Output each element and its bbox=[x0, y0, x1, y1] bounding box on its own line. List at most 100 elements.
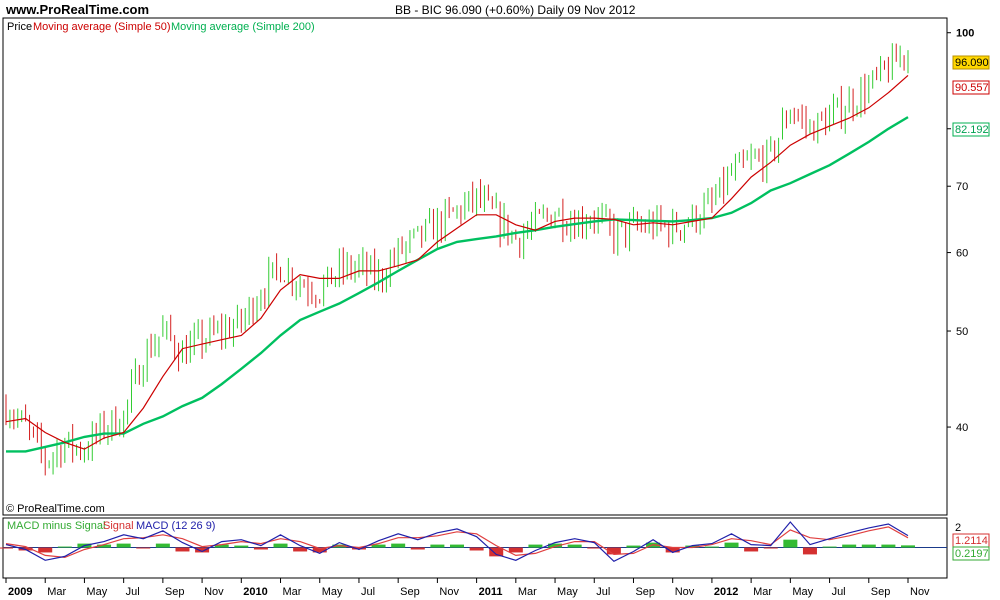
x-tick-label: Mar bbox=[518, 586, 537, 598]
macd-hist-bar bbox=[763, 547, 778, 549]
macd-hist-bar bbox=[489, 547, 504, 557]
macd-hist-bar bbox=[214, 544, 229, 548]
legend-ma200: Moving average (Simple 200) bbox=[171, 21, 315, 33]
macd-hist-bar bbox=[116, 543, 131, 548]
macd-hist-bar bbox=[155, 543, 170, 548]
x-tick-label: May bbox=[322, 586, 343, 598]
x-tick-label: 2012 bbox=[714, 586, 738, 598]
hist-value-box bbox=[952, 546, 990, 561]
macd-hist-bar bbox=[469, 547, 484, 551]
x-tick-label: Mar bbox=[47, 586, 66, 598]
hist-value-label: 0.2197 bbox=[955, 548, 989, 560]
signal-line bbox=[5, 526, 909, 559]
x-tick-label: May bbox=[86, 586, 107, 598]
macd-hist-bar bbox=[626, 545, 641, 548]
legend-macd-signal: Signal bbox=[103, 520, 134, 532]
macd-hist-bar bbox=[881, 544, 896, 548]
x-tick-label: Jul bbox=[832, 586, 846, 598]
macd-hist-bar bbox=[57, 546, 72, 548]
macd-axis-tick-2: 2 bbox=[955, 522, 961, 534]
x-tick-label: 2009 bbox=[8, 586, 32, 598]
x-tick-label: 2011 bbox=[479, 586, 503, 598]
macd-hist-bar bbox=[724, 542, 739, 548]
macd-hist-bar bbox=[430, 544, 445, 548]
macd-hist-bar bbox=[97, 544, 112, 548]
ma200-value-box bbox=[952, 122, 990, 137]
macd-hist-bar bbox=[273, 543, 288, 548]
macd-hist-bar bbox=[528, 544, 543, 548]
macd-hist-bar bbox=[351, 547, 366, 550]
macd-hist-bar bbox=[587, 547, 602, 549]
price-tick-label: 40 bbox=[956, 422, 968, 434]
macd-hist-bar bbox=[391, 543, 406, 548]
ma50-value-box bbox=[952, 80, 990, 95]
macd-hist-bar bbox=[508, 547, 523, 553]
macd-hist-bar bbox=[0, 547, 13, 549]
macd-hist-bar bbox=[410, 547, 425, 550]
macd-hist-bar bbox=[293, 547, 308, 552]
price-tick-label: 60 bbox=[956, 248, 968, 260]
x-tick-label: Nov bbox=[910, 586, 930, 598]
x-tick-label: Jul bbox=[596, 586, 610, 598]
x-tick-label: Nov bbox=[204, 586, 224, 598]
macd-value-label: 1.2114 bbox=[955, 535, 988, 547]
price-tick-label: 50 bbox=[956, 326, 968, 338]
ma200-value-label: 82.192 bbox=[955, 124, 989, 136]
macd-hist-bar bbox=[371, 544, 386, 548]
ma50-line bbox=[5, 74, 909, 450]
x-tick-label: Sep bbox=[165, 586, 185, 598]
price-tick-label: 100 bbox=[956, 28, 974, 40]
macd-hist-bar bbox=[312, 547, 327, 553]
axis-layer: 40506070801002009MarMayJulSepNov2010MarM… bbox=[5, 28, 974, 598]
ma50-value-label: 90.557 bbox=[955, 82, 989, 94]
x-tick-label: Nov bbox=[439, 586, 459, 598]
x-tick-label: Sep bbox=[400, 586, 420, 598]
macd-hist-bar bbox=[234, 545, 249, 548]
macd-hist-bar bbox=[842, 544, 857, 548]
x-tick-label: Mar bbox=[283, 586, 302, 598]
x-tick-label: Sep bbox=[871, 586, 891, 598]
copyright-label: © ProRealTime.com bbox=[6, 503, 105, 515]
macd-hist-bar bbox=[861, 544, 876, 548]
macd-line bbox=[5, 521, 909, 563]
legend-ma50: Moving average (Simple 50) bbox=[33, 21, 171, 33]
macd-hist-bar bbox=[822, 546, 837, 548]
macd-hist-bar bbox=[802, 547, 817, 555]
legend-price: Price bbox=[7, 21, 32, 33]
macd-hist-bar bbox=[567, 544, 582, 548]
x-tick-label: Sep bbox=[635, 586, 655, 598]
site-name[interactable]: www.ProRealTime.com bbox=[6, 2, 150, 17]
macd-hist-bar bbox=[38, 547, 53, 553]
legend-macd-line: MACD (12 26 9) bbox=[136, 520, 215, 532]
macd-hist-bar bbox=[606, 547, 621, 555]
x-tick-label: May bbox=[557, 586, 578, 598]
macd-hist-bar bbox=[901, 545, 915, 548]
macd-hist-bar bbox=[685, 545, 700, 548]
macd-hist-bar bbox=[704, 546, 719, 548]
chart-title: BB - BIC 96.090 (+0.60%) Daily 09 Nov 20… bbox=[395, 3, 636, 17]
macd-plot-layer bbox=[0, 521, 947, 563]
macd-hist-bar bbox=[744, 547, 759, 552]
x-tick-label: Jul bbox=[126, 586, 140, 598]
macd-hist-bar bbox=[253, 547, 268, 550]
price-plot-layer bbox=[5, 43, 909, 476]
x-tick-label: 2010 bbox=[243, 586, 267, 598]
header-bar: www.ProRealTime.com BB - BIC 96.090 (+0.… bbox=[0, 0, 1000, 18]
ma200-line bbox=[6, 116, 909, 453]
macd-hist-bar bbox=[175, 547, 190, 552]
legend-macd-hist: MACD minus Signal bbox=[7, 520, 105, 532]
price-tick-label: 70 bbox=[956, 181, 968, 193]
x-tick-label: Mar bbox=[753, 586, 772, 598]
price-panel-frame bbox=[2, 17, 948, 516]
x-tick-label: Jul bbox=[361, 586, 375, 598]
macd-hist-bar bbox=[450, 544, 464, 548]
macd-hist-bar bbox=[136, 547, 151, 549]
macd-hist-bar bbox=[548, 543, 563, 548]
last-price-label: 96.090 bbox=[955, 57, 989, 69]
macd-hist-bar bbox=[195, 547, 210, 553]
last-price-box bbox=[952, 55, 990, 70]
x-tick-label: May bbox=[792, 586, 813, 598]
macd-hist-bar bbox=[665, 547, 680, 553]
macd-hist-bar bbox=[783, 539, 798, 548]
